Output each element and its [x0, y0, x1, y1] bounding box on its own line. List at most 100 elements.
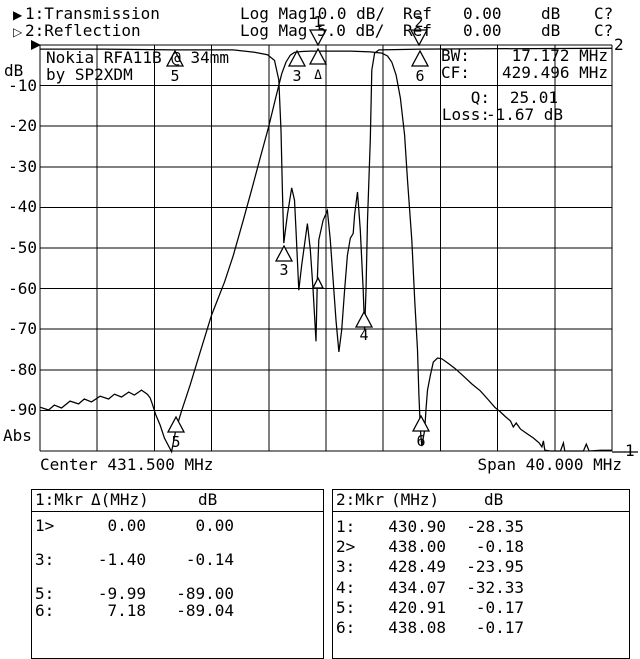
marker-table-row: 1> 0.00 0.00 — [32, 518, 323, 535]
trace-transmission — [39, 50, 612, 454]
marker-table-row: 5: 420.91 -0.17 — [333, 600, 629, 617]
span-label: Span 40.000 MHz — [477, 455, 623, 474]
y-tick-label: -50 — [8, 238, 37, 257]
ch1-marker-table-header: 1:Mkr Δ(MHz) dB — [32, 490, 323, 512]
center-frequency-label: Center 431.500 MHz — [40, 455, 214, 474]
ch1-ref-label: Ref — [403, 4, 432, 23]
marker-table-row: 1: 430.90 -28.35 — [333, 519, 629, 536]
y-axis-unit-label: dB — [4, 61, 24, 80]
ch1-marker-3-label: 3 — [292, 67, 301, 85]
y-axis-bottom-label: Abs — [3, 426, 32, 445]
marker-freq-cell: 438.08 — [388, 618, 446, 637]
device-annotation-line2: by SP2XDM — [46, 65, 133, 84]
table2-title: 2:Mkr — [336, 490, 385, 509]
ch1-cal-status: C? — [594, 4, 614, 23]
marker-freq-cell: -9.99 — [97, 584, 146, 603]
marker-freq-cell: 0.00 — [107, 516, 146, 535]
ch1-marker-6-icon — [411, 414, 431, 432]
ch1-active-arrow-icon: ▶ — [13, 8, 23, 22]
marker-table-row: 6: 438.08 -0.17 — [333, 620, 629, 637]
marker-freq-cell: 438.00 — [388, 537, 446, 556]
ch1-delta-ref-label: Δ — [314, 68, 322, 83]
ch1-ref-value: 0.00 — [463, 4, 502, 23]
ch2-marker-5-icon — [165, 49, 185, 67]
ch2-trace-name: 2:Reflection — [25, 21, 141, 40]
ch2-ref-unit: dB — [541, 21, 561, 40]
marker-table-row — [32, 535, 323, 552]
ch2-marker-1-delta-icon — [311, 276, 325, 289]
ch1-ref-position-indicator: 1 — [625, 441, 635, 460]
marker-freq-cell: 430.90 — [388, 517, 446, 536]
device-annotation-line1: Nokia RFA11B @ 34mm — [46, 48, 230, 67]
marker-id-cell: 6: — [35, 601, 55, 620]
q-label: Q: — [470, 88, 490, 107]
ch2-marker-3-icon — [274, 244, 294, 262]
q-value: 25.01 — [509, 88, 558, 107]
ch2-marker-2-active-label: 2 — [414, 13, 423, 31]
marker-db-cell: -0.14 — [185, 550, 234, 569]
ch1-ref-unit: dB — [541, 4, 561, 23]
marker-table-row: 3: 428.49 -23.95 — [333, 559, 629, 576]
ch1-trace-name: 1:Transmission — [25, 4, 160, 23]
ch2-scale: 5.0 dB/ — [317, 21, 385, 40]
marker-id-cell: 3: — [35, 550, 55, 569]
marker-table-row: 4: 434.07 -32.33 — [333, 580, 629, 597]
graph-grid — [39, 44, 613, 452]
marker-id-cell: 5: — [336, 598, 356, 617]
ch2-marker-4-icon — [354, 310, 374, 328]
marker-db-cell: -89.00 — [176, 584, 234, 603]
cf-value: 429.496 MHz — [502, 63, 608, 82]
ch2-arrow-icon: ▷ — [13, 25, 23, 39]
loss-value: -1.67 dB — [485, 105, 563, 124]
table1-freq-header: Δ(MHz) — [91, 490, 149, 509]
cf-label: CF: — [441, 63, 470, 82]
marker-id-cell: 3: — [336, 557, 356, 576]
marker-db-cell: -0.17 — [475, 618, 524, 637]
y-tick-label: -20 — [8, 116, 37, 136]
marker-table-row: 6: 7.18 -89.04 — [32, 603, 323, 620]
bw-value: 17.172 MHz — [511, 46, 608, 65]
marker-db-cell: -0.17 — [475, 598, 524, 617]
ch2-ref-label: Ref — [403, 21, 432, 40]
table1-title: 1:Mkr — [35, 490, 84, 509]
ch1-scale: 10.0 dB/ — [308, 4, 386, 23]
y-tick-label: -40 — [8, 197, 37, 217]
ch1-marker-6-label: 6 — [416, 432, 425, 450]
y-tick-label: -30 — [8, 156, 37, 176]
ch2-marker-table: 2:Mkr (MHz) dB 1: 430.90 -28.35 2> 438.00 -0.… — [332, 489, 630, 659]
marker-id-cell: 1> — [35, 516, 55, 535]
y-tick-label: -10 — [8, 75, 37, 95]
marker-freq-cell: 434.07 — [388, 578, 446, 597]
ch1-marker-5-icon — [166, 415, 186, 433]
table1-db-header: dB — [198, 490, 218, 509]
ch2-marker-2-active-icon — [409, 29, 429, 47]
marker-freq-cell: -1.40 — [97, 550, 146, 569]
marker-table-row: 2> 438.00 -0.18 — [333, 539, 629, 556]
ch2-marker-3-label: 3 — [279, 261, 288, 279]
ch2-marker-table-header: 2:Mkr (MHz) dB — [333, 490, 629, 512]
y-tick-label: -60 — [8, 278, 37, 298]
ch1-marker-3-icon — [287, 49, 307, 67]
bw-label: BW: — [441, 46, 470, 65]
ch1-marker-1-active-icon — [308, 29, 328, 47]
y-tick-label: -90 — [8, 400, 37, 420]
ch1-marker-5-label: 5 — [171, 433, 180, 451]
ch2-cal-status: C? — [594, 21, 614, 40]
marker-freq-cell: 420.91 — [388, 598, 446, 617]
ch2-marker-6-label: 6 — [415, 67, 424, 85]
marker-id-cell: 5: — [35, 584, 55, 603]
marker-db-cell: -23.95 — [466, 557, 524, 576]
marker-db-cell: 0.00 — [195, 516, 234, 535]
ch1-marker-table: 1:Mkr Δ(MHz) dB 1> 0.00 0.00 3: -1.40 -0.14 5:… — [31, 489, 324, 659]
table2-db-header: dB — [484, 490, 504, 509]
marker-table-row: 3: -1.40 -0.14 — [32, 552, 323, 569]
marker-id-cell: 4: — [336, 578, 356, 597]
marker-id-cell: 2> — [336, 537, 356, 556]
ch1-delta-ref-icon — [308, 47, 328, 65]
ch2-marker-4-label: 4 — [359, 326, 368, 344]
loss-label: Loss: — [441, 105, 490, 124]
ch1-format: Log Mag — [240, 4, 308, 23]
marker-db-cell: -0.18 — [475, 537, 524, 556]
marker-db-cell: -89.04 — [176, 601, 234, 620]
